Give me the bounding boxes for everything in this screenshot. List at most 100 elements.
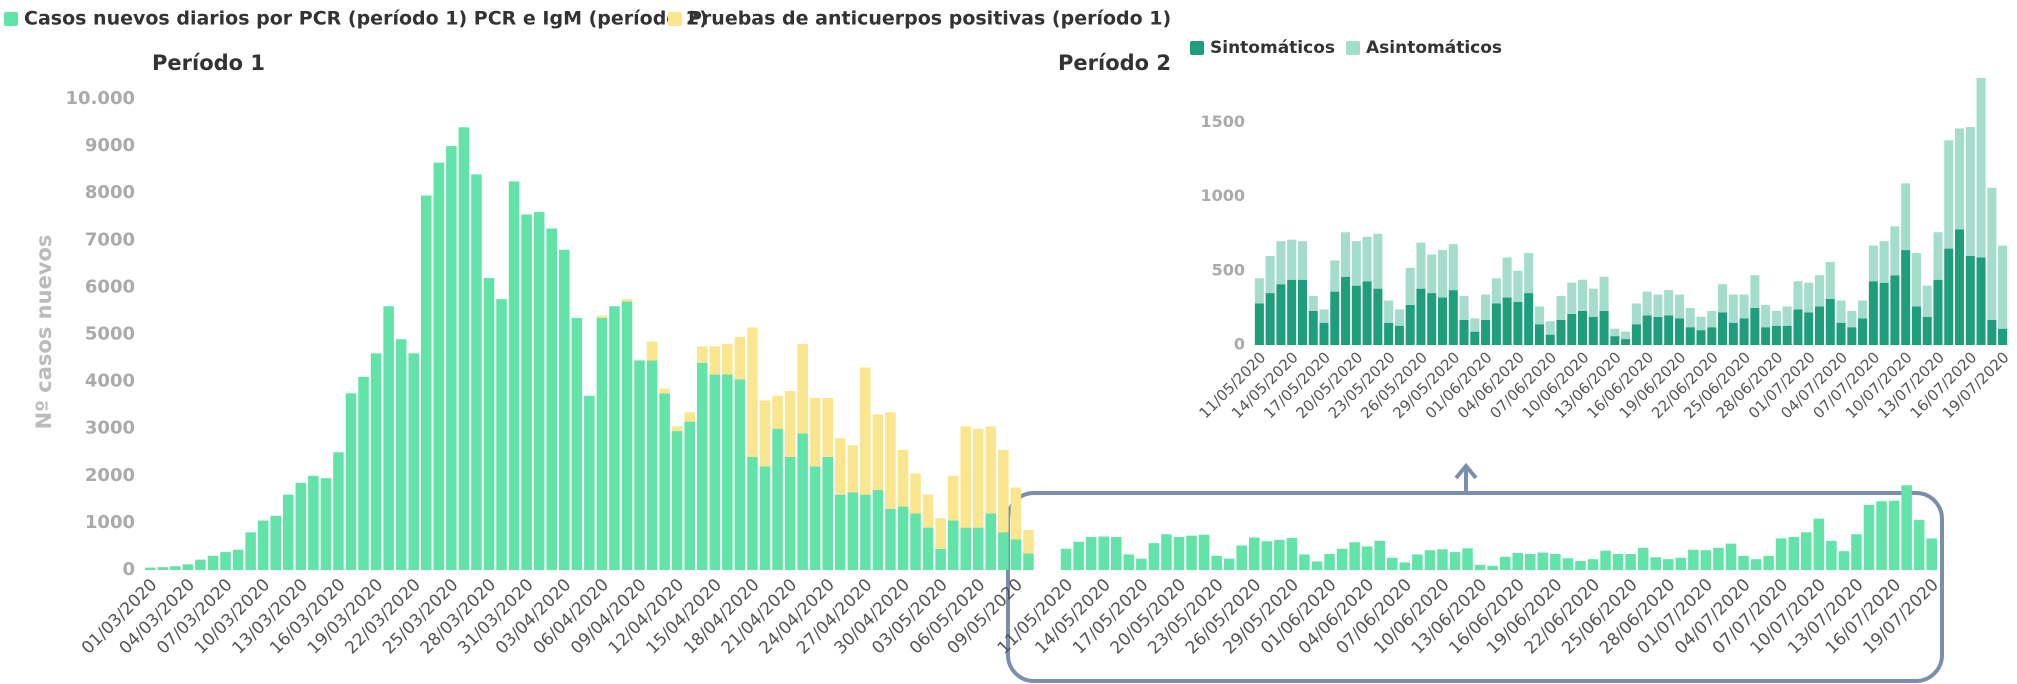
bar-segment xyxy=(947,520,959,570)
bar-segment xyxy=(1771,325,1781,345)
bar-segment xyxy=(1512,553,1523,570)
bar-segment xyxy=(722,374,733,570)
bar-segment xyxy=(1362,236,1372,282)
y-tick-label: 1000 xyxy=(1200,186,1245,205)
bar-segment xyxy=(860,494,871,570)
bar-segment xyxy=(1405,267,1415,305)
bar-segment xyxy=(1685,327,1695,345)
bar-segment xyxy=(370,353,382,570)
bar-segment xyxy=(508,181,520,571)
bar-segment xyxy=(496,299,507,570)
bar-segment xyxy=(1308,310,1318,345)
bar-segment xyxy=(1588,316,1598,345)
bar-segment xyxy=(182,564,194,570)
bar-segment xyxy=(1373,233,1383,289)
y-tick-label: 0 xyxy=(122,559,135,580)
bar-segment xyxy=(1955,128,1965,230)
bar-segment xyxy=(1926,538,1937,570)
bar-segment xyxy=(1674,294,1684,319)
bar-segment xyxy=(1788,537,1799,570)
bar-segment xyxy=(797,343,808,434)
bar-segment xyxy=(1384,322,1394,345)
bar-segment xyxy=(772,395,783,429)
bar-segment xyxy=(784,391,796,457)
bar-segment xyxy=(1637,547,1649,570)
bar-segment xyxy=(1534,306,1544,325)
bar-segment xyxy=(270,515,281,570)
bar-segment xyxy=(471,174,482,571)
bar-segment xyxy=(1858,318,1868,345)
bar-segment xyxy=(998,449,1009,533)
bar-segment xyxy=(1642,291,1652,316)
bar-segment xyxy=(1621,331,1631,340)
bar-segment xyxy=(433,162,445,570)
bar-segment xyxy=(1416,288,1426,345)
bar-segment xyxy=(1901,250,1911,345)
bar-segment xyxy=(1459,296,1469,320)
bar-segment xyxy=(1537,552,1549,570)
bar-segment xyxy=(1487,565,1498,570)
bar-segment xyxy=(1287,239,1297,280)
bar-segment xyxy=(1341,276,1351,345)
bar-segment xyxy=(1567,313,1577,345)
bar-segment xyxy=(1491,278,1501,304)
bar-segment xyxy=(1761,304,1771,328)
bar-segment xyxy=(1888,500,1900,570)
bar-segment xyxy=(659,393,670,570)
bar-segment xyxy=(621,299,633,302)
bar-segment xyxy=(295,482,307,570)
bar-segment xyxy=(1650,557,1661,570)
bar-segment xyxy=(1502,297,1512,345)
bar-segment xyxy=(1955,229,1965,345)
bar-segment xyxy=(1186,535,1197,570)
bar-segment xyxy=(1308,296,1318,311)
bar-segment xyxy=(1863,505,1875,570)
bar-segment xyxy=(559,249,570,570)
bar-segment xyxy=(1319,309,1329,323)
bar-segment xyxy=(697,362,708,570)
bar-segment xyxy=(1437,297,1448,345)
bar-segment xyxy=(709,374,721,570)
bar-segment xyxy=(722,343,733,375)
period-2-box xyxy=(1006,491,1944,683)
bar-segment xyxy=(1847,327,1857,345)
bar-segment xyxy=(1491,303,1501,345)
bar-segment xyxy=(1299,554,1310,570)
bar-segment xyxy=(985,513,997,570)
bar-segment xyxy=(1578,279,1588,311)
bar-segment xyxy=(1599,310,1609,345)
bar-segment xyxy=(1599,276,1609,311)
bar-segment xyxy=(1362,281,1372,345)
legend-swatch xyxy=(668,12,682,26)
bar-segment xyxy=(1073,541,1084,570)
bar-segment xyxy=(1922,285,1932,317)
bar-segment xyxy=(609,306,620,570)
bar-segment xyxy=(1847,310,1857,328)
bar-segment xyxy=(1750,307,1760,345)
bar-segment xyxy=(383,306,394,570)
bar-segment xyxy=(1236,545,1247,570)
bar-segment xyxy=(1437,250,1448,298)
bar-segment xyxy=(1567,282,1577,314)
bar-segment xyxy=(1642,315,1652,345)
bar-segment xyxy=(646,341,658,361)
bar-segment xyxy=(1462,548,1473,570)
bar-segment xyxy=(1836,322,1846,345)
bar-segment xyxy=(1944,248,1954,345)
bar-segment xyxy=(922,527,934,570)
bar-segment xyxy=(1587,559,1599,570)
y-tick-label: 3000 xyxy=(85,418,135,439)
bar-segment xyxy=(1311,561,1323,570)
bar-segment xyxy=(1481,294,1491,320)
bar-segment xyxy=(1351,285,1361,345)
bar-segment xyxy=(308,475,319,570)
bar-segment xyxy=(1836,300,1846,323)
bar-segment xyxy=(1513,270,1523,302)
bar-segment xyxy=(1578,310,1588,345)
legend-swatch xyxy=(1190,41,1204,55)
bar-segment xyxy=(1998,245,2008,329)
bar-segment xyxy=(1405,304,1415,345)
bar-segment xyxy=(1728,294,1738,323)
bar-segment xyxy=(1261,541,1273,570)
